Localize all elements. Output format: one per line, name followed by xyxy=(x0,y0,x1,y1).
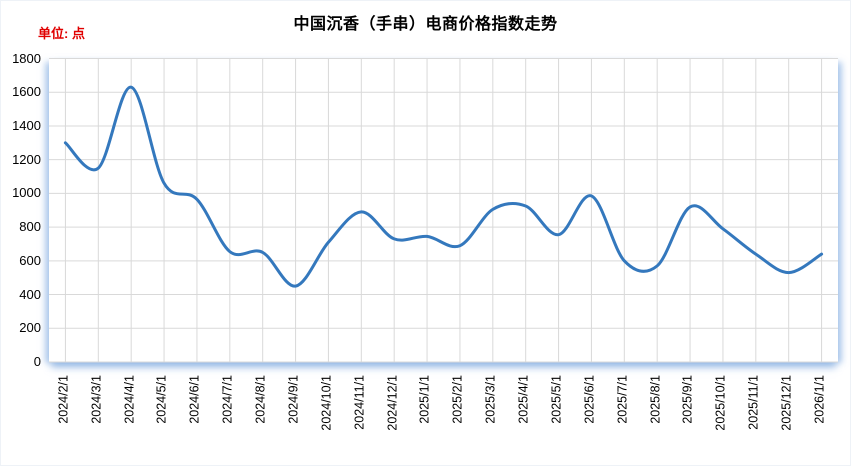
y-tick-label: 600 xyxy=(19,252,41,268)
x-tick-label: 2025/4/1 xyxy=(516,375,531,424)
x-tick-label: 2024/10/1 xyxy=(319,375,334,431)
x-tick-label: 2024/4/1 xyxy=(122,375,137,424)
x-tick-label: 2024/11/1 xyxy=(352,375,367,430)
x-tick-label: 2025/7/1 xyxy=(615,375,630,424)
x-tick-label: 2024/6/1 xyxy=(187,375,202,424)
x-tick-label: 2025/3/1 xyxy=(483,375,498,424)
x-tick-label: 2025/11/1 xyxy=(746,375,761,430)
x-tick-label: 2024/2/1 xyxy=(56,375,71,424)
chart-title: 中国沉香（手串）电商价格指数走势 xyxy=(293,16,558,33)
y-tick-label: 0 xyxy=(33,354,41,369)
y-tick-label: 800 xyxy=(19,219,41,235)
y-tick-label: 1600 xyxy=(12,84,41,100)
x-tick-label: 2025/5/1 xyxy=(549,375,564,424)
y-tick-label: 1200 xyxy=(12,151,41,167)
x-tick-label: 2024/12/1 xyxy=(385,375,400,431)
unit-label: 单位: 点 xyxy=(38,26,85,41)
y-tick-label: 400 xyxy=(19,286,41,302)
x-tick-label: 2025/9/1 xyxy=(681,375,696,424)
x-tick-label: 2025/8/1 xyxy=(648,375,663,424)
price-index-line-series xyxy=(63,85,824,288)
x-tick-label: 2024/3/1 xyxy=(89,375,104,424)
x-tick-label: 2025/1/1 xyxy=(418,375,433,424)
x-tick-label: 2025/6/1 xyxy=(582,375,597,424)
x-tick-label: 2025/2/1 xyxy=(450,375,465,424)
x-tick-label: 2025/10/1 xyxy=(713,375,728,431)
x-tick-label: 2024/9/1 xyxy=(286,375,301,424)
plot-area-background xyxy=(49,58,838,362)
x-tick-label: 2024/7/1 xyxy=(220,375,235,424)
x-tick-label: 2026/1/1 xyxy=(812,375,827,424)
y-tick-label: 1800 xyxy=(12,50,41,66)
y-tick-label: 1400 xyxy=(12,117,41,133)
y-tick-label: 200 xyxy=(19,320,41,336)
x-tick-label: 2024/5/1 xyxy=(155,375,170,424)
y-tick-label: 1000 xyxy=(12,185,41,201)
x-tick-label: 2025/12/1 xyxy=(779,375,794,431)
x-tick-label: 2024/8/1 xyxy=(253,375,268,424)
